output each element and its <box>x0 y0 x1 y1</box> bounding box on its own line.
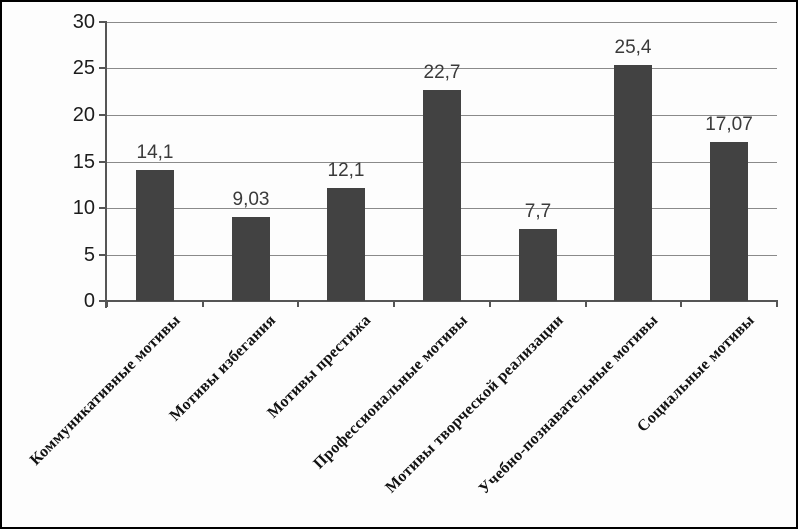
y-axis-tick <box>99 67 107 69</box>
x-axis-tick <box>202 301 204 307</box>
bar-value-label: 7,7 <box>524 201 552 222</box>
x-axis-category-label: Учебно-познавательные мотивы <box>475 311 662 498</box>
x-axis-tick <box>489 301 491 307</box>
bar <box>232 217 270 301</box>
x-axis-category-label: Коммуникативные мотивы <box>26 311 184 469</box>
bar-value-label: 14,1 <box>136 142 174 163</box>
x-axis-tick <box>297 301 299 307</box>
x-axis-tick <box>776 301 778 307</box>
y-axis-tick-label: 0 <box>83 290 95 312</box>
x-axis-tick <box>680 301 682 307</box>
bar-value-label: 22,7 <box>423 62 461 83</box>
y-axis-tick <box>99 161 107 163</box>
y-axis-tick <box>99 114 107 116</box>
x-axis-category-label: Профессиональные мотивы <box>309 311 471 473</box>
bar-value-label: 25,4 <box>614 37 652 58</box>
y-axis-tick-label: 10 <box>72 197 95 219</box>
bar-value-label: 9,03 <box>232 189 270 210</box>
y-axis-tick-label: 5 <box>83 244 95 266</box>
y-axis-tick <box>99 254 107 256</box>
y-axis-tick-label: 15 <box>72 151 95 173</box>
y-axis-tick <box>99 21 107 23</box>
y-axis-tick-label: 30 <box>72 11 95 33</box>
y-axis-tick-label: 25 <box>72 57 95 79</box>
x-axis-line <box>107 300 778 302</box>
x-axis-category-label: Мотивы престижа <box>264 311 375 422</box>
bar <box>614 65 652 301</box>
x-axis-tick <box>393 301 395 307</box>
y-axis-tick-label: 20 <box>72 104 95 126</box>
bar <box>327 188 365 301</box>
bar <box>136 170 174 301</box>
x-axis-category-label: Мотивы творческой реализации <box>381 311 567 497</box>
x-axis-tick <box>585 301 587 307</box>
bar <box>710 142 748 301</box>
bar <box>519 229 557 301</box>
y-axis-tick <box>99 300 107 302</box>
bar-value-label: 17,07 <box>705 114 753 135</box>
y-axis-tick <box>99 207 107 209</box>
bar-value-label: 12,1 <box>327 160 365 181</box>
y-axis-line <box>105 22 107 308</box>
x-axis-tick <box>106 301 108 307</box>
y-gridline <box>107 22 777 23</box>
y-gridline <box>107 68 777 69</box>
bar <box>423 90 461 301</box>
